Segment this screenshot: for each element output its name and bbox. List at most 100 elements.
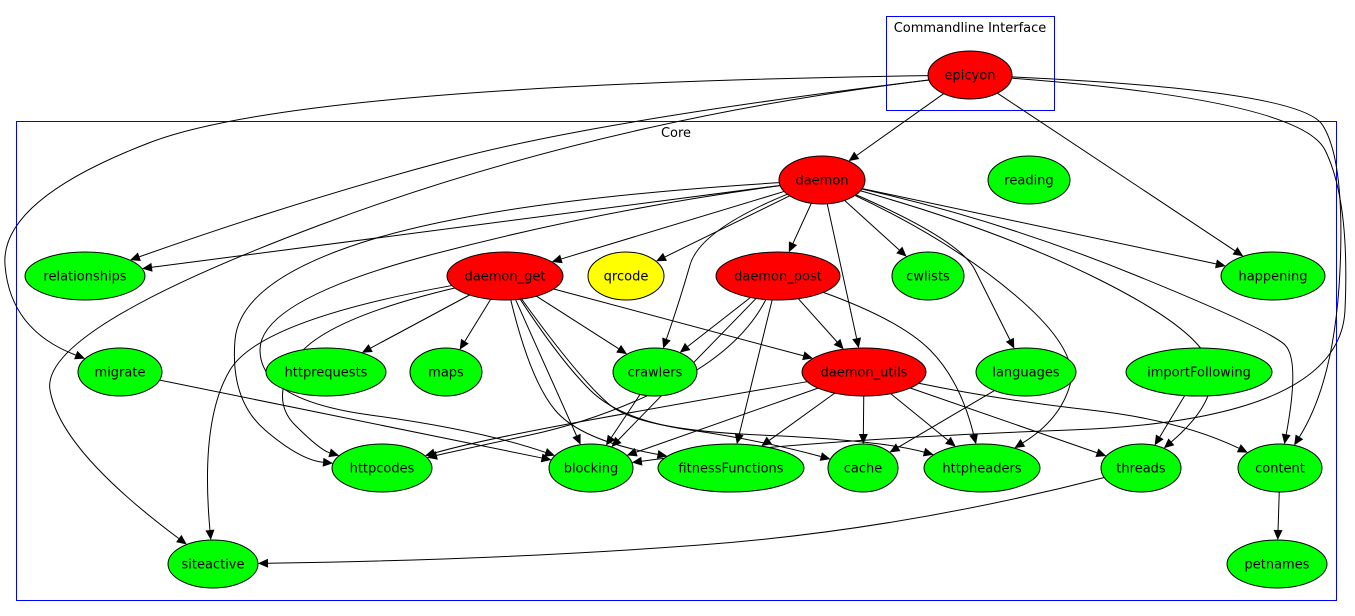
edge-content-to-petnames [1277, 491, 1280, 531]
arrowhead-icon [611, 436, 622, 448]
arrowhead-icon [142, 262, 153, 272]
node-label: blocking [564, 462, 619, 477]
node-ellipse [548, 443, 634, 493]
arrowhead-icon [631, 456, 643, 466]
arrowhead-icon [544, 448, 555, 457]
node-ellipse [1226, 539, 1328, 589]
node-daemon_utils: daemon_utils [801, 347, 927, 397]
arrowhead-icon [572, 433, 581, 445]
arrowhead-icon [858, 433, 868, 445]
node-ellipse [778, 155, 866, 205]
arrowhead-icon [1236, 444, 1248, 453]
node-content: content [1237, 443, 1323, 493]
node-ellipse [587, 251, 665, 301]
arrowhead-icon [616, 344, 628, 355]
edge-epicyon-to-content [1011, 76, 1342, 438]
node-ellipse [409, 347, 483, 397]
arrowhead-icon [788, 241, 798, 253]
arrowhead-icon [1232, 247, 1244, 257]
node-relationships: relationships [24, 251, 146, 301]
node-label: qrcode [604, 270, 649, 285]
edge-daemon_utils-to-httpcodes [434, 381, 808, 454]
node-happening: happening [1220, 251, 1326, 301]
node-ellipse [167, 539, 259, 589]
node-ellipse [331, 443, 433, 493]
node-label: reading [1004, 174, 1053, 189]
edge-daemon_utils-to-threads [910, 387, 1098, 454]
arrowhead-icon [889, 443, 901, 453]
node-label: threads [1116, 462, 1166, 477]
arrowhead-icon [656, 252, 667, 262]
arrowhead-icon [626, 447, 638, 457]
node-qrcode: qrcode [587, 251, 665, 301]
edge-daemon-to-cwlists [844, 200, 900, 251]
node-label: daemon [795, 174, 848, 189]
node-ellipse [77, 347, 163, 397]
edge-daemon_utils-to-httpheaders [890, 393, 949, 441]
arrowhead-icon [1273, 529, 1283, 541]
node-label: siteactive [182, 558, 245, 573]
node-cwlists: cwlists [891, 251, 965, 301]
cluster-core-label: Core [661, 126, 691, 141]
edge-languages-to-cache [897, 390, 995, 448]
edge-epicyon-to-daemon [856, 93, 944, 156]
edge-daemon_utils-to-blocking [636, 387, 819, 453]
node-ellipse [1125, 347, 1273, 397]
node-label: crawlers [628, 366, 683, 381]
edge-daemon-to-crawlers [665, 193, 788, 340]
node-ellipse [827, 443, 899, 493]
node-ellipse [1100, 443, 1182, 493]
arrowhead-icon [540, 453, 552, 463]
arrowhead-icon [662, 337, 671, 349]
node-httprequests: httprequests [265, 347, 387, 397]
arrowhead-icon [1215, 259, 1226, 269]
node-daemon_get: daemon_get [446, 251, 564, 301]
cluster-cli-label: Commandline Interface [894, 21, 1047, 36]
arrowhead-icon [361, 344, 373, 353]
node-ellipse [612, 347, 698, 397]
arrowhead-icon [74, 350, 86, 360]
arrowhead-icon [802, 351, 813, 361]
node-ellipse [801, 347, 927, 397]
edge-daemon-to-threads [860, 190, 1213, 443]
arrowhead-icon [551, 254, 563, 264]
arrowhead-icon [1095, 448, 1107, 457]
node-migrate: migrate [77, 347, 163, 397]
node-label: epicyon [945, 69, 996, 84]
edge-daemon-to-relationships [151, 184, 781, 268]
edge-daemon_post-to-httpheaders [823, 291, 975, 435]
node-label: importFollowing [1147, 366, 1251, 381]
arrowhead-icon [679, 342, 691, 353]
edge-daemon_get-to-cache [519, 298, 821, 458]
node-ellipse [265, 347, 387, 397]
arrowhead-icon [605, 434, 616, 446]
arrowhead-icon [257, 558, 269, 568]
node-label: daemon_post [734, 270, 822, 285]
arrowhead-icon [848, 151, 860, 162]
edge-daemon-to-languages [855, 194, 1011, 340]
arrowhead-icon [129, 252, 141, 262]
arrowhead-icon [1014, 439, 1026, 449]
node-label: daemon_get [465, 270, 546, 285]
arrowhead-icon [205, 529, 215, 541]
node-label: happening [1238, 270, 1307, 285]
node-ellipse [927, 50, 1013, 100]
node-label: cwlists [906, 270, 950, 285]
arrowhead-icon [1294, 434, 1304, 446]
node-epicyon: epicyon [927, 50, 1013, 100]
edge-daemon-to-httpheaders [854, 194, 1072, 444]
node-label: languages [992, 366, 1060, 381]
arrowhead-icon [1005, 337, 1015, 349]
arrowhead-icon [945, 436, 956, 447]
edge-daemon_utils-to-content [918, 382, 1240, 449]
edge-daemon-to-daemon_get [561, 190, 785, 260]
node-label: httpcodes [350, 462, 415, 477]
arrowhead-icon [459, 338, 469, 350]
edge-daemon_post-to-daemon_utils [797, 298, 838, 343]
arrowhead-icon [819, 452, 831, 461]
cluster-cli-box [886, 16, 1055, 111]
arrowhead-icon [1163, 438, 1175, 449]
arrowhead-icon [833, 338, 844, 350]
arrowhead-icon [761, 436, 773, 447]
